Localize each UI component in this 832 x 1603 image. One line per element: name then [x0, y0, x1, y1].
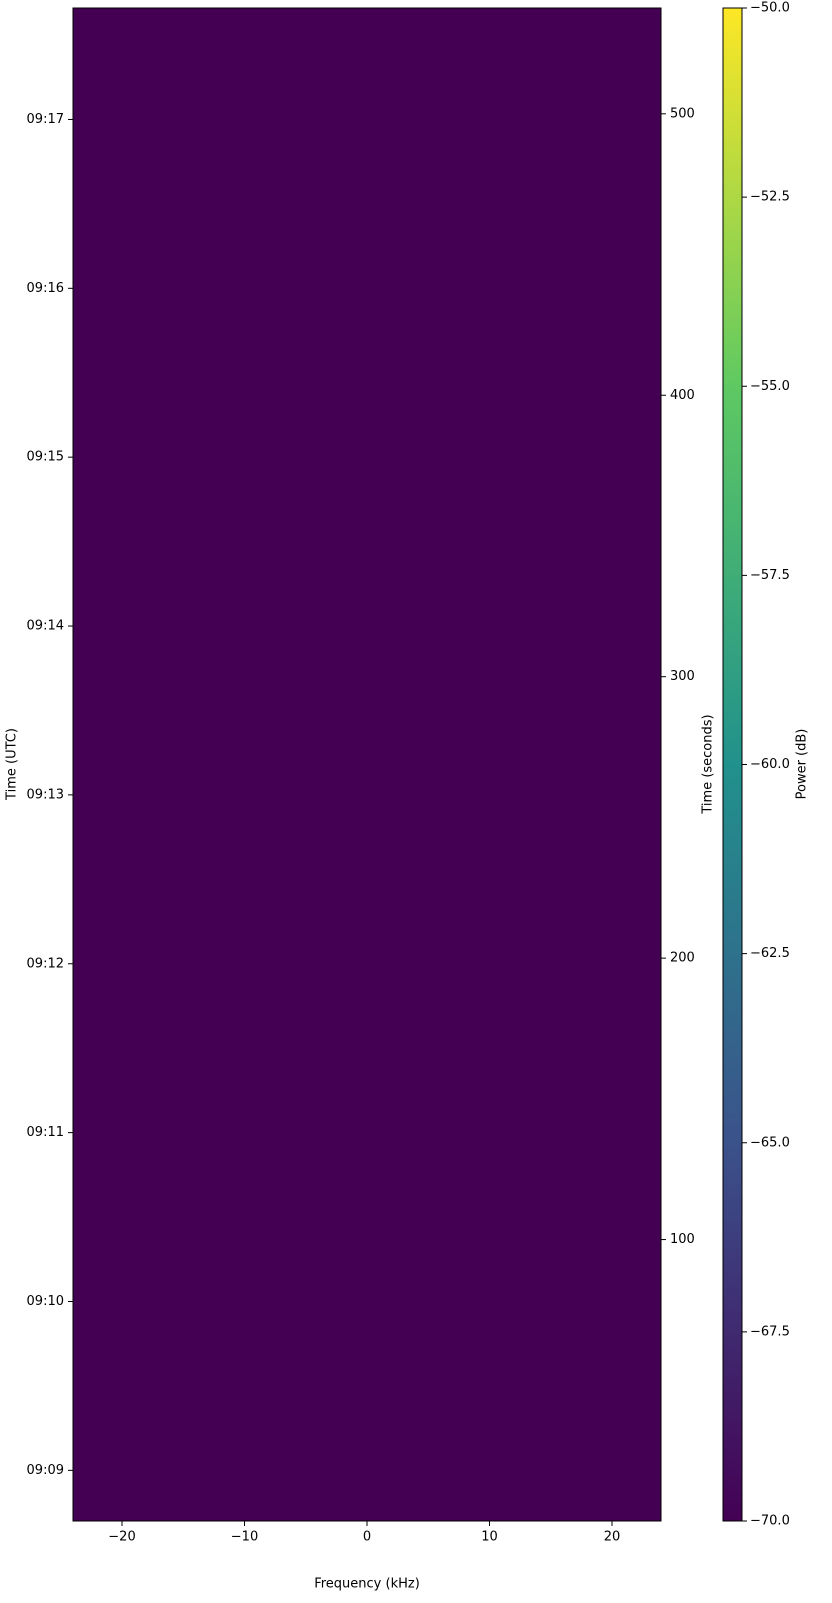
x-axis-label: Frequency (kHz)	[314, 1577, 420, 1592]
x-tick-label: 0	[363, 1530, 371, 1545]
colorbar-tick-label: −55.0	[750, 379, 790, 394]
y-tick-label: 09:13	[27, 787, 64, 802]
y2-tick-label: 400	[670, 388, 695, 403]
y-tick-label: 09:17	[27, 112, 64, 127]
y-tick-label: 09:10	[27, 1294, 64, 1309]
y2-axis-label: Time (seconds)	[701, 714, 716, 814]
y2-tick-label: 100	[670, 1232, 695, 1247]
colorbar-tick-label: −62.5	[750, 946, 790, 961]
colorbar-tick-label: −67.5	[750, 1324, 790, 1339]
y-tick-label: 09:12	[27, 956, 64, 971]
x-tick-label: 20	[604, 1530, 621, 1545]
y-tick-label: 09:11	[27, 1125, 64, 1140]
colorbar-label: Power (dB)	[795, 729, 810, 800]
y-tick-label: 09:14	[27, 619, 64, 634]
colorbar-tick-label: −60.0	[750, 757, 790, 772]
y-tick-label: 09:16	[27, 281, 64, 296]
y2-tick-label: 200	[670, 951, 695, 966]
colorbar-tick-label: −52.5	[750, 190, 790, 205]
colorbar-tick-label: −65.0	[750, 1135, 790, 1150]
x-tick-label: −20	[108, 1530, 135, 1545]
colorbar-tick-label: −57.5	[750, 568, 790, 583]
y-tick-label: 09:15	[27, 450, 64, 465]
y2-tick-label: 300	[670, 669, 695, 684]
colorbar	[722, 7, 743, 1522]
x-tick-label: −10	[231, 1530, 258, 1545]
y-axis-label: Time (UTC)	[5, 728, 20, 801]
y2-tick-label: 500	[670, 106, 695, 121]
y-tick-label: 09:09	[27, 1463, 64, 1478]
x-tick-label: 10	[481, 1530, 498, 1545]
spectrogram-image	[73, 8, 661, 1521]
colorbar-tick-label: −50.0	[750, 1, 790, 16]
colorbar-tick-label: −70.0	[750, 1514, 790, 1529]
